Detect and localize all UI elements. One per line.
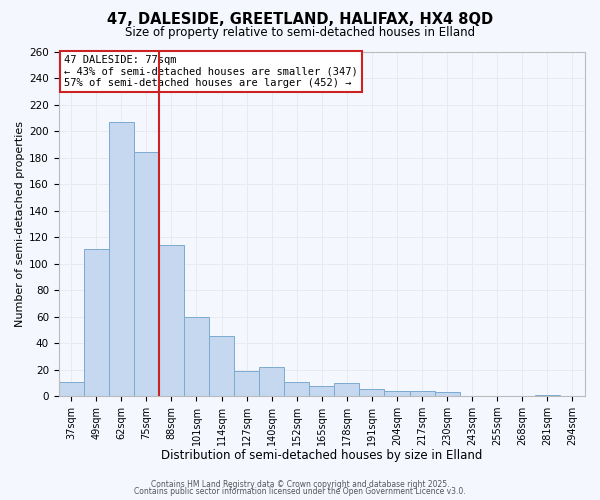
Bar [209,336,234,396]
Bar [410,391,434,396]
Text: 47 DALESIDE: 77sqm
← 43% of semi-detached houses are smaller (347)
57% of semi-d: 47 DALESIDE: 77sqm ← 43% of semi-detache… [64,55,358,88]
Bar [359,390,385,396]
Bar [334,383,359,396]
Bar [535,395,560,396]
Bar [385,391,410,396]
Bar [134,152,159,396]
Y-axis label: Number of semi-detached properties: Number of semi-detached properties [15,121,25,327]
Bar [309,386,334,396]
X-axis label: Distribution of semi-detached houses by size in Elland: Distribution of semi-detached houses by … [161,450,482,462]
Text: 47, DALESIDE, GREETLAND, HALIFAX, HX4 8QD: 47, DALESIDE, GREETLAND, HALIFAX, HX4 8Q… [107,12,493,28]
Bar [109,122,134,396]
Bar [434,392,460,396]
Text: Size of property relative to semi-detached houses in Elland: Size of property relative to semi-detach… [125,26,475,39]
Bar [259,367,284,396]
Bar [59,382,84,396]
Bar [159,245,184,396]
Text: Contains public sector information licensed under the Open Government Licence v3: Contains public sector information licen… [134,488,466,496]
Bar [184,316,209,396]
Bar [234,371,259,396]
Bar [84,249,109,396]
Bar [284,382,309,396]
Text: Contains HM Land Registry data © Crown copyright and database right 2025.: Contains HM Land Registry data © Crown c… [151,480,449,489]
